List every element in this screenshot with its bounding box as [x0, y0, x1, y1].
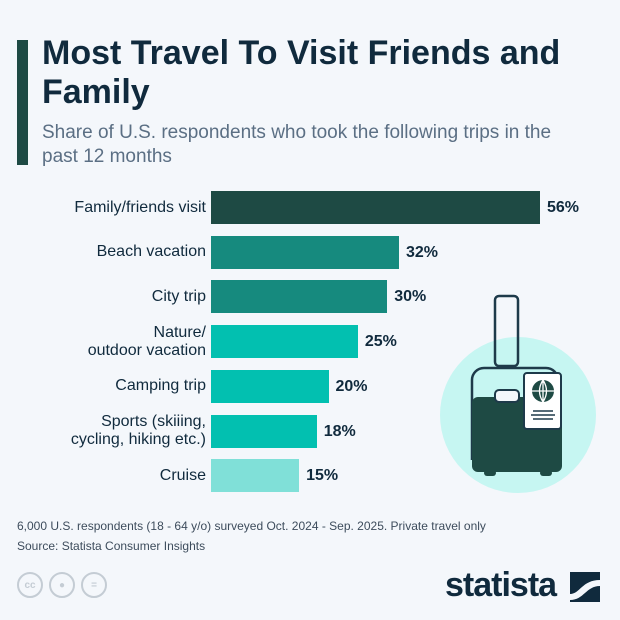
statista-logo-mark-icon: [570, 572, 600, 602]
value-label: 20%: [335, 377, 368, 395]
bar: [211, 459, 300, 493]
category-label: Sports (skiiing, cycling, hiking etc.): [70, 413, 206, 448]
category-label: Cruise: [159, 466, 206, 484]
category-label: Beach vacation: [96, 243, 206, 261]
chart-title: Most Travel To Visit Friends and Family: [42, 34, 561, 111]
license-icons[interactable]: cc ● =: [17, 572, 107, 598]
statista-logo[interactable]: statista: [445, 566, 557, 604]
value-label: 56%: [547, 199, 580, 216]
category-label: Camping trip: [115, 377, 206, 395]
no-derivatives-icon[interactable]: =: [81, 572, 107, 598]
attribution-icon[interactable]: ●: [49, 572, 75, 598]
value-label: 15%: [306, 467, 339, 485]
category-label: City trip: [151, 287, 206, 305]
title-accent-bar: [17, 40, 28, 165]
bar: [211, 325, 358, 359]
suitcase-passport-icon: [440, 294, 596, 493]
category-label: Nature/outdoor vacation: [87, 323, 206, 359]
survey-note: 6,000 U.S. respondents (18 - 64 y/o) sur…: [17, 519, 486, 533]
bar: [211, 369, 329, 403]
cc-icon[interactable]: cc: [17, 572, 43, 598]
bar: [211, 280, 388, 314]
value-label: 18%: [323, 422, 356, 440]
footnote: 6,000 U.S. respondents (18 - 64 y/o) sur…: [17, 516, 486, 556]
value-label: 25%: [364, 333, 397, 351]
category-label: Family/friends visit: [74, 198, 206, 216]
bar: [211, 235, 399, 269]
source-note: Source: Statista Consumer Insights: [17, 539, 206, 553]
value-label: 30%: [394, 288, 427, 306]
chart-subtitle: Share of U.S. respondents who took the f…: [42, 122, 552, 167]
value-label: 32%: [406, 243, 439, 261]
bar: [211, 191, 540, 224]
bar: [211, 414, 317, 448]
